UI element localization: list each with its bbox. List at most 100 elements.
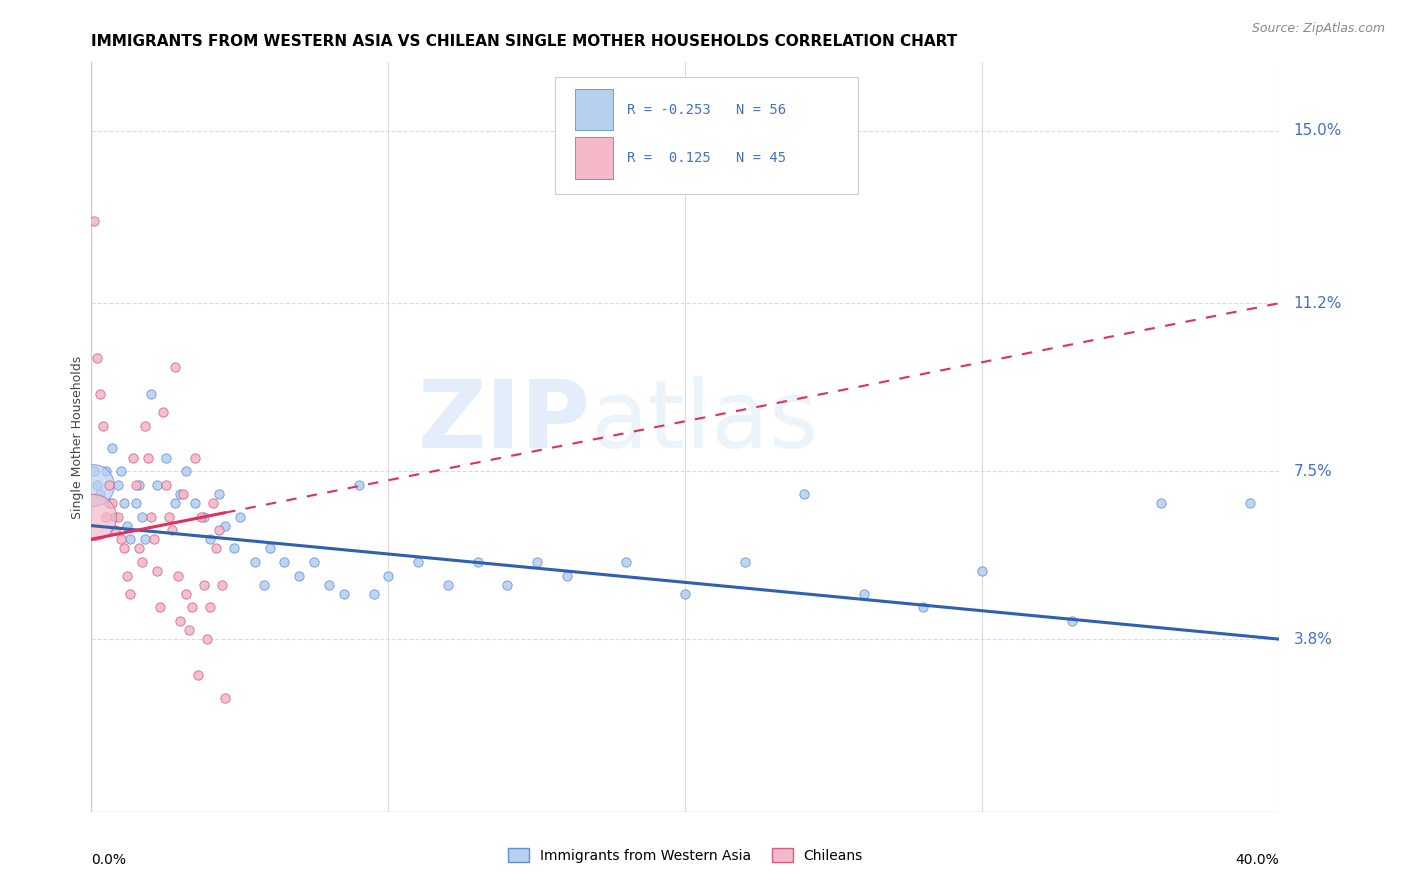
Point <box>202 496 225 510</box>
Point <box>91 418 114 433</box>
Point <box>169 614 191 628</box>
Point <box>176 464 198 478</box>
Point <box>205 541 228 556</box>
Point <box>89 387 111 401</box>
Point <box>89 487 111 501</box>
Text: 11.2%: 11.2% <box>1294 295 1341 310</box>
Point <box>131 555 153 569</box>
Point <box>155 477 177 491</box>
Point <box>112 541 135 556</box>
Point <box>288 568 311 582</box>
Point <box>125 477 148 491</box>
FancyBboxPatch shape <box>575 137 613 178</box>
Point <box>152 405 174 419</box>
Point <box>128 477 150 491</box>
Point <box>211 577 233 591</box>
FancyBboxPatch shape <box>575 88 613 130</box>
Point <box>200 533 222 547</box>
Point <box>131 509 153 524</box>
Point <box>134 533 156 547</box>
Point <box>122 450 145 465</box>
Point <box>155 450 177 465</box>
Text: R =  0.125   N = 45: R = 0.125 N = 45 <box>627 152 786 165</box>
Point <box>302 555 325 569</box>
Text: IMMIGRANTS FROM WESTERN ASIA VS CHILEAN SINGLE MOTHER HOUSEHOLDS CORRELATION CHA: IMMIGRANTS FROM WESTERN ASIA VS CHILEAN … <box>91 34 957 49</box>
Text: R = -0.253   N = 56: R = -0.253 N = 56 <box>627 103 786 117</box>
Point <box>734 555 756 569</box>
Point <box>852 587 875 601</box>
Point <box>214 518 236 533</box>
Point <box>134 418 156 433</box>
Text: 0.0%: 0.0% <box>91 853 127 867</box>
Point <box>83 214 105 228</box>
Point <box>104 509 127 524</box>
Point <box>136 450 159 465</box>
Point <box>972 564 994 578</box>
Point <box>243 555 266 569</box>
Point <box>86 351 108 365</box>
Point <box>176 587 198 601</box>
Point <box>222 541 245 556</box>
Point <box>139 387 162 401</box>
Point <box>208 523 231 537</box>
Point <box>793 487 815 501</box>
Y-axis label: Single Mother Households: Single Mother Households <box>72 355 84 519</box>
Point <box>273 555 295 569</box>
Point <box>101 442 124 456</box>
Point <box>83 464 105 478</box>
Text: 15.0%: 15.0% <box>1294 123 1341 138</box>
Point <box>184 450 207 465</box>
Point <box>98 496 121 510</box>
Point <box>163 496 186 510</box>
Point <box>406 555 429 569</box>
Point <box>110 533 132 547</box>
Point <box>149 600 172 615</box>
Point <box>1239 496 1261 510</box>
Point <box>1060 614 1083 628</box>
FancyBboxPatch shape <box>555 78 858 194</box>
Point <box>82 509 104 524</box>
Point <box>436 577 458 591</box>
Point <box>193 509 215 524</box>
Point <box>98 477 121 491</box>
Point <box>160 523 183 537</box>
Point <box>190 509 212 524</box>
Point <box>125 496 148 510</box>
Point <box>142 533 165 547</box>
Point <box>253 577 276 591</box>
Point <box>118 533 141 547</box>
Point <box>208 487 231 501</box>
Point <box>110 464 132 478</box>
Point <box>496 577 519 591</box>
Point <box>96 509 118 524</box>
Point <box>259 541 281 556</box>
Point <box>181 600 204 615</box>
Point <box>115 568 138 582</box>
Point <box>333 587 356 601</box>
Point <box>118 587 141 601</box>
Point <box>112 496 135 510</box>
Text: 3.8%: 3.8% <box>1294 632 1333 647</box>
Point <box>86 477 108 491</box>
Point <box>145 564 167 578</box>
Point <box>157 509 180 524</box>
Point <box>172 487 194 501</box>
Text: Source: ZipAtlas.com: Source: ZipAtlas.com <box>1251 22 1385 36</box>
Point <box>347 477 370 491</box>
Point <box>163 359 186 374</box>
Point <box>193 577 215 591</box>
Point <box>101 496 124 510</box>
Point <box>229 509 252 524</box>
Point <box>179 623 201 637</box>
Text: ZIP: ZIP <box>418 376 591 468</box>
Point <box>318 577 340 591</box>
Point <box>195 632 218 647</box>
Point <box>673 587 696 601</box>
Point <box>1149 496 1171 510</box>
Point <box>166 568 188 582</box>
Point <box>128 541 150 556</box>
Point <box>145 477 167 491</box>
Point <box>555 568 578 582</box>
Point <box>115 518 138 533</box>
Point <box>200 600 222 615</box>
